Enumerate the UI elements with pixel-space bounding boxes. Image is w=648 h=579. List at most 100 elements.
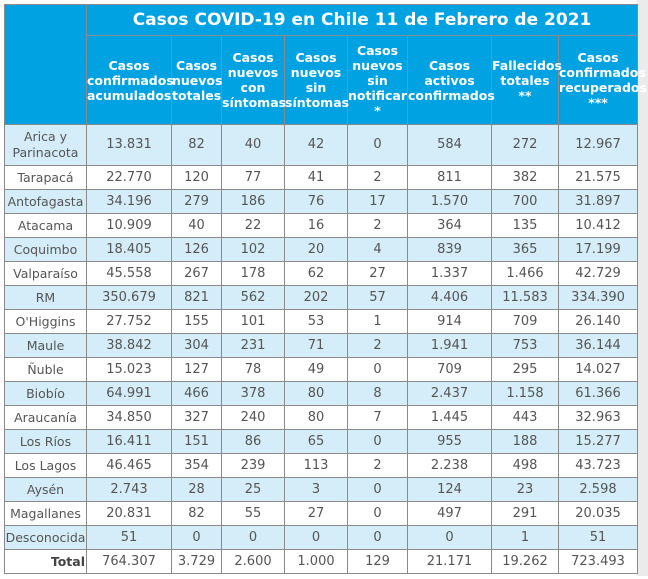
value-cell: 382	[491, 165, 559, 190]
value-cell: 82	[171, 124, 222, 166]
value-cell: 22.770	[86, 165, 172, 190]
table-row: Araucanía 34.850 327 240 80 7 1.445 443 32.963	[4, 405, 639, 430]
table-row: Valparaíso 45.558 267 178 62 27 1.337 1.466 42.7…	[4, 261, 639, 286]
region-cell: Coquimbo	[4, 237, 87, 262]
value-cell: 498	[491, 453, 559, 478]
table-row: Total 764.307 3.729 2.600 1.000 129 21.171 19.2…	[4, 549, 639, 574]
table-row: Antofagasta 34.196 279 186 76 17 1.570 700 31.89…	[4, 189, 639, 214]
region-cell: Ñuble	[4, 357, 87, 382]
value-cell: 41	[284, 165, 348, 190]
value-cell: 304	[171, 333, 222, 358]
value-cell: 188	[491, 429, 559, 454]
value-cell: 45.558	[86, 261, 172, 286]
value-cell: 20	[284, 237, 348, 262]
value-cell: 2.600	[221, 549, 285, 574]
corner-cell	[4, 4, 87, 125]
value-cell: 2	[347, 333, 408, 358]
value-cell: 71	[284, 333, 348, 358]
value-cell: 18.405	[86, 237, 172, 262]
value-cell: 42.729	[557, 261, 639, 286]
value-cell: 0	[284, 525, 348, 550]
value-cell: 13.831	[86, 124, 172, 166]
value-cell: 7	[347, 405, 408, 430]
region-cell: Arica y Parinacota	[4, 124, 87, 166]
value-cell: 135	[491, 213, 559, 238]
value-cell: 327	[171, 405, 222, 430]
region-cell: Atacama	[4, 213, 87, 238]
value-cell: 102	[221, 237, 285, 262]
region-cell: Los Ríos	[4, 429, 87, 454]
value-cell: 955	[407, 429, 492, 454]
value-cell: 2	[347, 453, 408, 478]
value-cell: 113	[284, 453, 348, 478]
value-cell: 1.337	[407, 261, 492, 286]
table-row: Magallanes 20.831 82 55 27 0 497 291 20.035	[4, 501, 639, 526]
value-cell: 365	[491, 237, 559, 262]
covid-table: Casos COVID-19 en Chile 11 de Febrero de…	[4, 4, 647, 574]
value-cell: 42	[284, 124, 348, 166]
value-cell: 34.196	[86, 189, 172, 214]
value-cell: 16.411	[86, 429, 172, 454]
value-cell: 0	[347, 525, 408, 550]
value-cell: 279	[171, 189, 222, 214]
table-row: Aysén 2.743 28 25 3 0 124 23 2.598	[4, 477, 639, 502]
column-header: Casos confirmados recuperados ***	[557, 35, 647, 125]
value-cell: 811	[407, 165, 492, 190]
value-cell: 4.406	[407, 285, 492, 310]
value-cell: 64.991	[86, 381, 172, 406]
region-cell: RM	[4, 285, 87, 310]
table-title: Casos COVID-19 en Chile 11 de Febrero de…	[85, 4, 639, 36]
value-cell: 723.493	[557, 549, 639, 574]
value-cell: 12.967	[557, 124, 639, 166]
value-cell: 0	[347, 357, 408, 382]
table-row: Los Ríos 16.411 151 86 65 0 955 188 15.277	[4, 429, 639, 454]
value-cell: 65	[284, 429, 348, 454]
value-cell: 15.023	[86, 357, 172, 382]
region-cell: Valparaíso	[4, 261, 87, 286]
value-cell: 10.412	[557, 213, 639, 238]
value-cell: 2.598	[557, 477, 639, 502]
region-cell: Tarapacá	[4, 165, 87, 190]
value-cell: 43.723	[557, 453, 639, 478]
region-cell: Los Lagos	[4, 453, 87, 478]
value-cell: 3.729	[171, 549, 222, 574]
table-row: RM 350.679 821 562 202 57 4.406 11.583 334.390	[4, 285, 639, 310]
value-cell: 38.842	[86, 333, 172, 358]
value-cell: 155	[171, 309, 222, 334]
value-cell: 127	[171, 357, 222, 382]
value-cell: 239	[221, 453, 285, 478]
value-cell: 49	[284, 357, 348, 382]
region-cell: Biobío	[4, 381, 87, 406]
region-cell: Desconocida	[4, 525, 87, 550]
value-cell: 15.277	[557, 429, 639, 454]
region-cell: Magallanes	[4, 501, 87, 526]
value-cell: 1.445	[407, 405, 492, 430]
value-cell: 443	[491, 405, 559, 430]
value-cell: 202	[284, 285, 348, 310]
scrollbar[interactable]	[637, 0, 648, 576]
value-cell: 4	[347, 237, 408, 262]
value-cell: 21.575	[557, 165, 639, 190]
value-cell: 497	[407, 501, 492, 526]
region-cell: Total	[4, 549, 87, 574]
value-cell: 709	[491, 309, 559, 334]
value-cell: 77	[221, 165, 285, 190]
value-cell: 466	[171, 381, 222, 406]
value-cell: 76	[284, 189, 348, 214]
table-row: Tarapacá 22.770 120 77 41 2 811 382 21.575	[4, 165, 639, 190]
value-cell: 186	[221, 189, 285, 214]
table-row: Atacama 10.909 40 22 16 2 364 135 10.412	[4, 213, 639, 238]
value-cell: 28	[171, 477, 222, 502]
value-cell: 1	[491, 525, 559, 550]
value-cell: 10.909	[86, 213, 172, 238]
value-cell: 126	[171, 237, 222, 262]
value-cell: 27	[284, 501, 348, 526]
value-cell: 82	[171, 501, 222, 526]
value-cell: 11.583	[491, 285, 559, 310]
table-row: O'Higgins 27.752 155 101 53 1 914 709 26.140	[4, 309, 639, 334]
value-cell: 34.850	[86, 405, 172, 430]
value-cell: 61.366	[557, 381, 639, 406]
table-row: Arica y Parinacota 13.831 82 40 42 0 584 272 12.…	[4, 124, 639, 166]
value-cell: 700	[491, 189, 559, 214]
value-cell: 2	[347, 213, 408, 238]
